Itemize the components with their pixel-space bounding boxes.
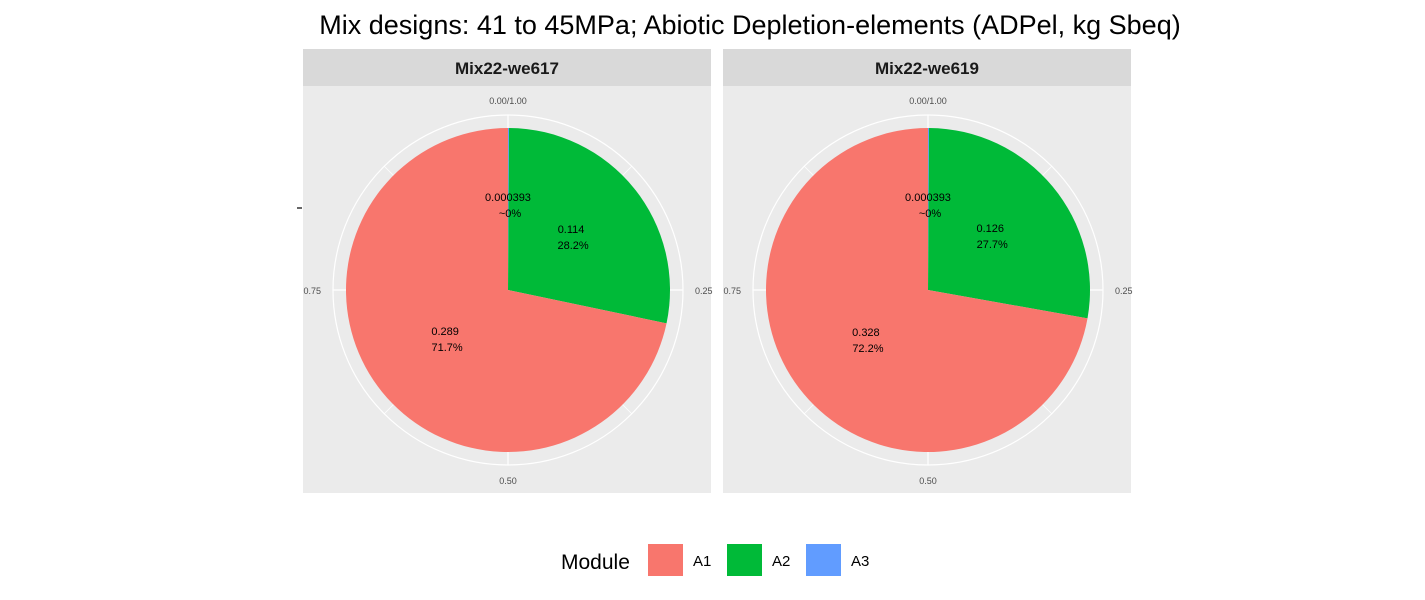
slice-percent-label: ~0% — [499, 208, 522, 220]
slice-percent-label: 28.2% — [557, 240, 588, 252]
slice-value-label: 0.328 — [852, 327, 880, 339]
legend: Module A1 A2 A3 — [561, 544, 869, 576]
theta-tick-label: 0.75 — [303, 286, 321, 296]
pie-slice-a1 — [766, 128, 1088, 452]
pie-slice-a2 — [928, 128, 1091, 319]
slice-percent-label: 72.2% — [852, 343, 883, 355]
chart-title: Mix designs: 41 to 45MPa; Abiotic Deplet… — [319, 10, 1180, 40]
legend-key-a3 — [806, 544, 841, 576]
pie-slice-a1 — [345, 128, 667, 452]
legend-title: Module — [561, 551, 630, 574]
theta-tick-label: 0.00/1.00 — [909, 96, 947, 106]
slice-percent-label: 27.7% — [977, 239, 1008, 251]
facet-panels: Mix22-we617 0.000393 ~0% 0.114 28.2% 0.289 71.… — [303, 49, 1133, 493]
pie-slice-a2 — [508, 128, 671, 324]
facet-panel: Mix22-we617 0.000393 ~0% 0.114 28.2% 0.289 71.… — [303, 49, 713, 493]
theta-tick-label: 0.25 — [1115, 286, 1133, 296]
legend-label: A3 — [851, 553, 869, 570]
facet-panel: Mix22-we619 0.000393 ~0% 0.126 27.7% 0.328 72.… — [723, 49, 1133, 493]
theta-tick-label: 0.00/1.00 — [489, 96, 527, 106]
facet-strip-label: Mix22-we619 — [875, 59, 979, 78]
pie-slice-a3 — [928, 127, 930, 290]
facet-strip — [723, 49, 1131, 86]
legend-key-a1 — [648, 544, 683, 576]
slice-value-label: 0.000393 — [485, 192, 531, 204]
legend-key-a2 — [727, 544, 762, 576]
theta-tick-label: 0.50 — [919, 476, 937, 486]
slice-percent-label: 71.7% — [432, 342, 463, 354]
facet-strip-label: Mix22-we617 — [455, 59, 559, 78]
legend-label: A1 — [693, 553, 711, 570]
legend-label: A2 — [772, 553, 790, 570]
slice-value-label: 0.114 — [558, 224, 585, 236]
theta-tick-label: 0.50 — [499, 476, 517, 486]
slice-value-label: 0.289 — [431, 326, 459, 338]
facet-strip — [303, 49, 711, 86]
pie-slice-a3 — [508, 127, 510, 290]
slice-value-label: 0.126 — [976, 223, 1004, 235]
theta-tick-label: 0.25 — [695, 286, 713, 296]
theta-tick-label: 0.75 — [723, 286, 741, 296]
slice-value-label: 0.000393 — [905, 192, 951, 204]
slice-percent-label: ~0% — [919, 208, 942, 220]
